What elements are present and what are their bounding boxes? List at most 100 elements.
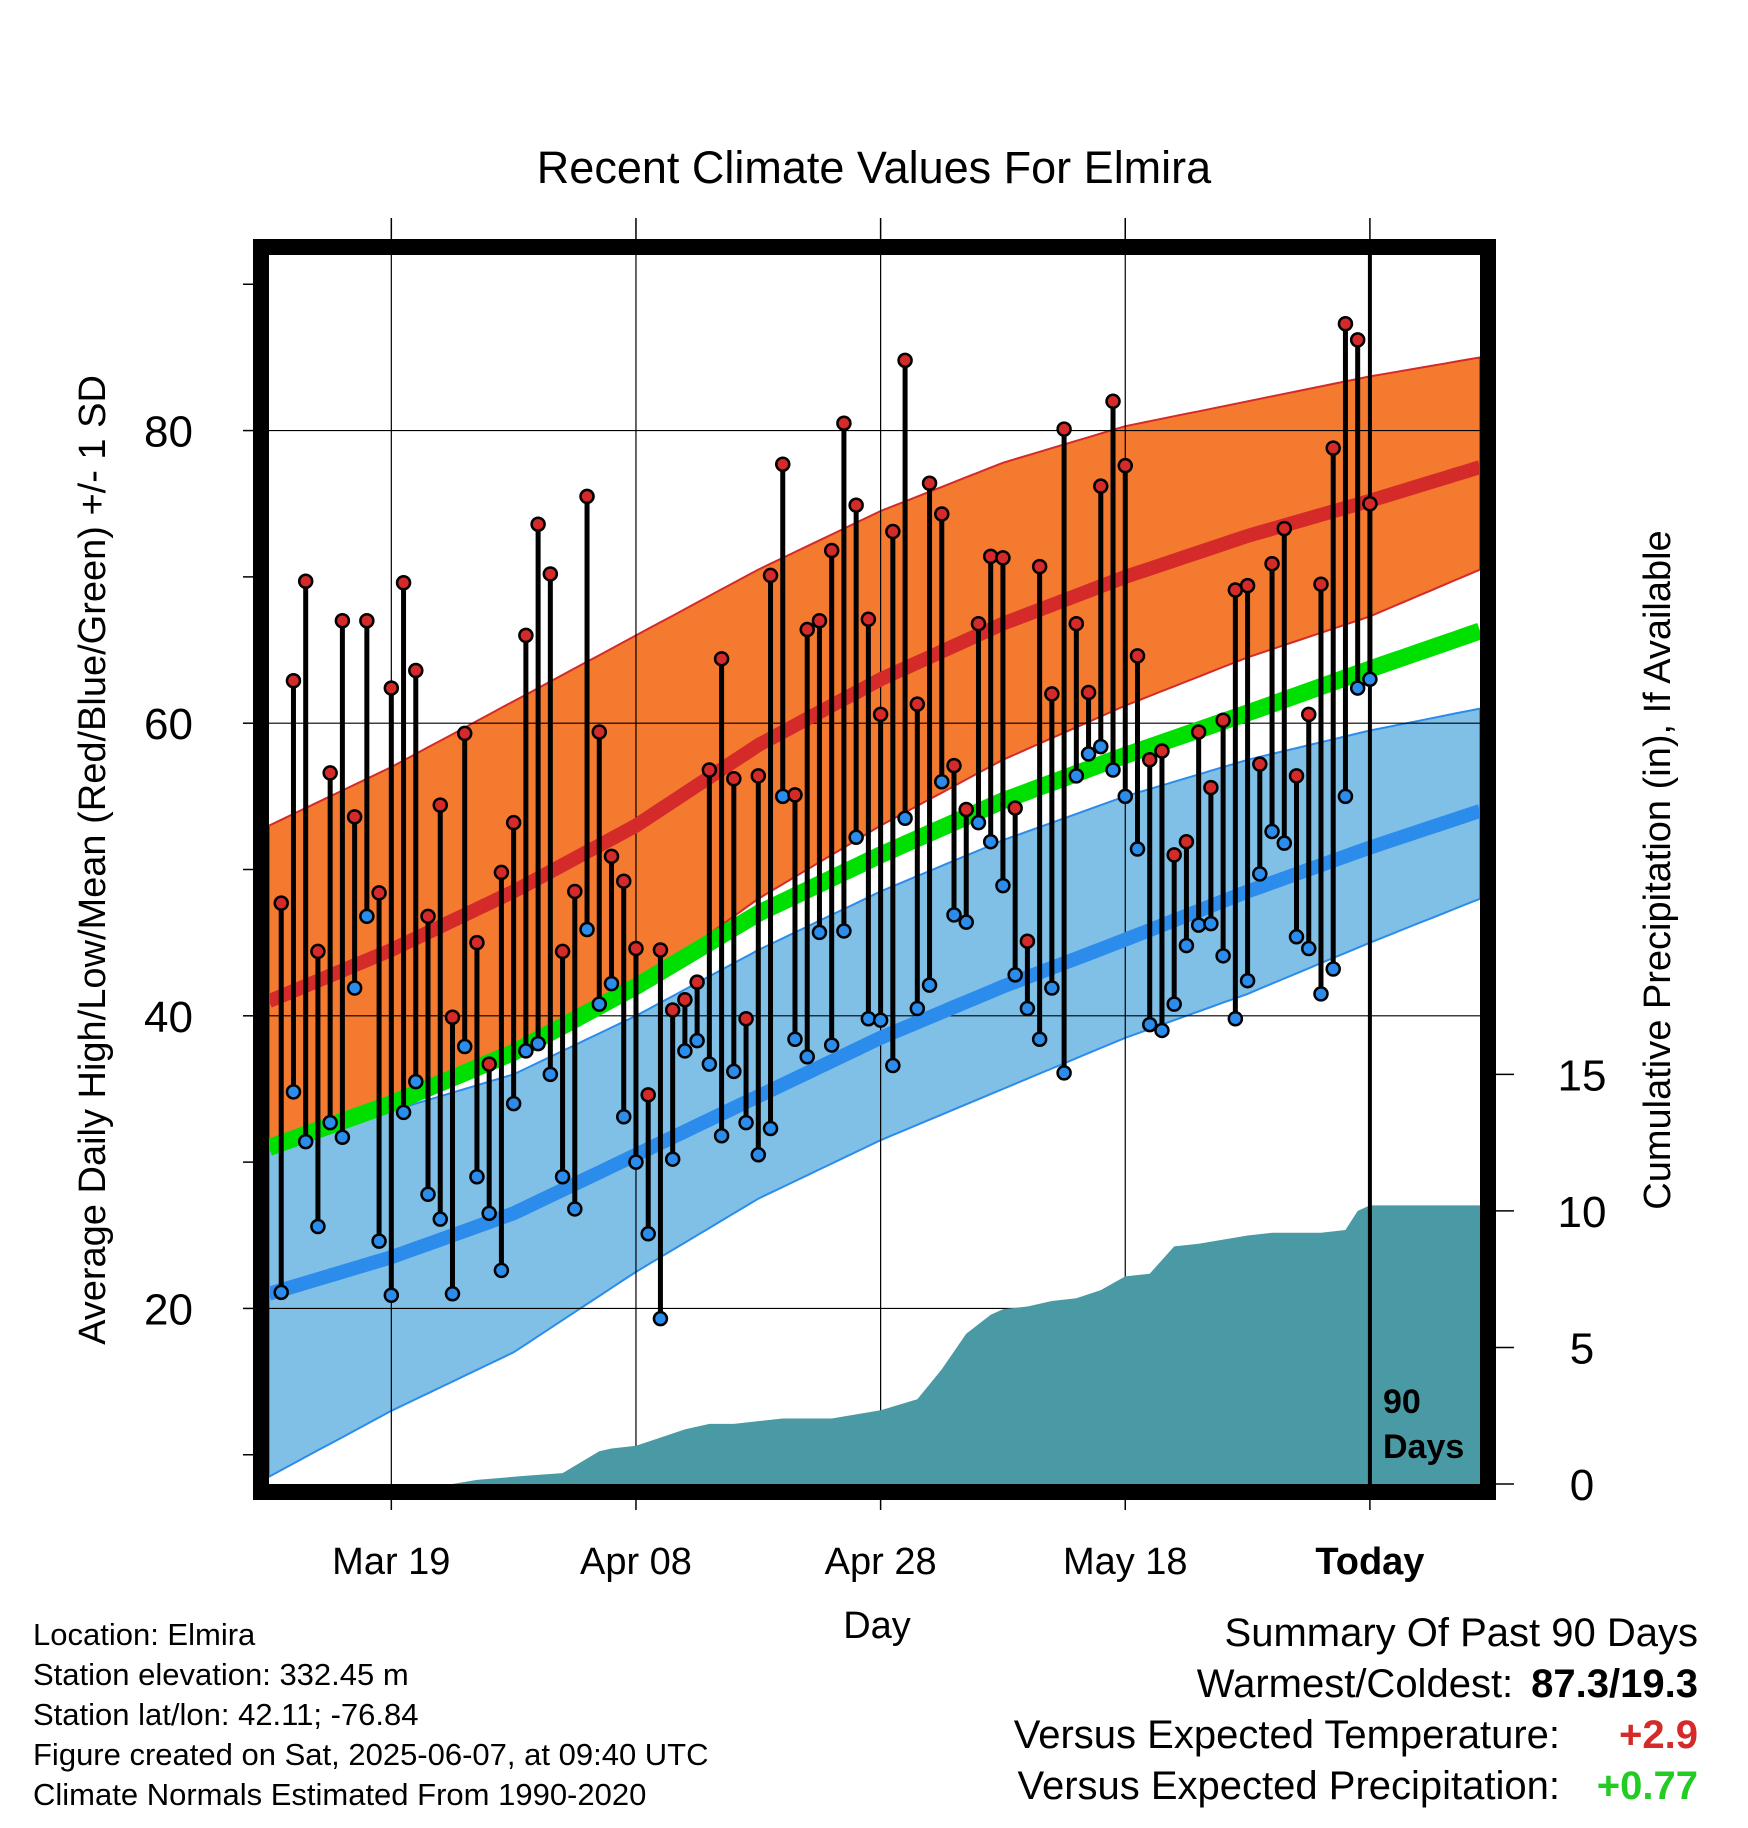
x-axis-label: Day [843,1605,911,1647]
obs-high-point [444,1009,461,1026]
summary-title: Summary Of Past 90 Days [1224,1611,1698,1655]
y-tick-label: 40 [144,993,193,1042]
obs-high-point [297,573,314,590]
obs-high-point [1337,316,1354,332]
obs-low-point [432,1211,449,1227]
obs-high-point [677,991,693,1008]
obs-high-point [958,801,974,818]
chart-title: Recent Climate Values For Elmira [537,142,1212,193]
obs-low-point [1239,972,1256,989]
obs-high-point [395,574,412,591]
obs-low-point [860,1010,877,1027]
obs-high-point [383,680,400,696]
obs-high-point [1362,495,1378,512]
x-tick-label: Today [1315,1541,1424,1583]
obs-low-point [750,1147,767,1163]
obs-low-point [322,1114,338,1131]
obs-low-point [848,829,864,846]
obs-low-point [420,1186,436,1203]
obs-high-point [811,613,828,629]
today-marker-label-bottom: Days [1383,1428,1464,1466]
obs-high-point [982,548,999,565]
obs-high-point [310,943,326,960]
normals-period: Climate Normals Estimated From 1990-2020 [33,1777,647,1812]
obs-low-point [1190,917,1207,933]
obs-high-point [505,814,522,831]
y2-axis-label: Cumulative Precipitation (in), If Availa… [1637,530,1679,1209]
summary-warmest-row: Warmest/Coldest: 87.3/19.3 [1014,1659,1698,1710]
obs-low-point [310,1218,326,1235]
precip-area-fill [269,1205,1480,1484]
obs-high-point [1019,933,1036,949]
obs-high-point [787,787,803,803]
obs-high-point [1300,706,1317,723]
obs-high-point [1264,555,1280,572]
obs-high-point [554,943,571,960]
obs-low-point [1276,835,1293,851]
obs-high-point [371,885,387,901]
obs-high-point [420,908,436,925]
obs-low-point [726,1063,742,1080]
obs-low-point [383,1287,400,1304]
y-tick-label: 20 [144,1285,193,1334]
obs-high-point [603,848,620,865]
obs-low-point [1007,967,1023,983]
obs-low-point [579,921,595,938]
obs-high-point [1166,847,1182,863]
obs-high-point [518,627,534,644]
obs-high-point [921,475,938,491]
obs-low-point [1093,738,1109,755]
obs-low-point [799,1049,815,1065]
precipitation-area [269,1205,1480,1484]
y2-tick-label: 0 [1570,1461,1594,1510]
y2-tick-label: 5 [1570,1324,1594,1373]
obs-high-point [1105,393,1121,410]
obs-low-point [713,1128,730,1144]
obs-high-point [1129,648,1146,664]
obs-low-point [1068,768,1085,784]
obs-high-point [1031,558,1048,575]
obs-low-point [1129,841,1146,857]
summary-precip-row: Versus Expected Precipitation: +0.77 [1014,1761,1698,1812]
station-info: Location: Elmira Station elevation: 332.… [33,1615,709,1815]
obs-low-point [1154,1022,1170,1039]
obs-high-point [1154,743,1170,759]
obs-low-point [958,914,974,930]
daily-observations [273,316,1378,1327]
obs-high-point [750,768,767,784]
obs-low-point [1349,680,1366,696]
obs-high-point [1141,752,1158,768]
obs-high-point [970,615,987,632]
obs-high-point [542,566,559,582]
station-elevation: Station elevation: 332.45 m [33,1657,409,1692]
obs-low-point [677,1043,693,1059]
obs-high-point [652,942,669,958]
obs-low-point [346,980,363,996]
obs-low-point [273,1284,289,1301]
obs-low-point [554,1169,571,1185]
obs-high-point [995,550,1011,566]
obs-high-point [823,542,840,559]
obs-high-point [885,523,901,540]
obs-low-point [640,1226,656,1242]
obs-high-point [1203,779,1219,796]
obs-high-point [946,757,962,774]
obs-low-point [285,1084,302,1100]
obs-high-point [1349,332,1366,348]
obs-high-point [615,873,632,889]
obs-high-point [1276,520,1293,537]
obs-high-point [762,567,779,584]
obs-high-point [322,765,338,781]
obs-high-point [701,762,718,778]
obs-low-point [909,1000,926,1017]
obs-low-point [603,975,620,992]
obs-low-point [1166,996,1182,1012]
obs-low-point [787,1031,803,1047]
obs-low-point [1031,1031,1048,1047]
plot-frame [253,239,1496,1500]
obs-low-point [970,814,987,831]
obs-high-point [469,934,485,951]
obs-high-point [1325,440,1341,456]
obs-low-point [1325,961,1341,977]
